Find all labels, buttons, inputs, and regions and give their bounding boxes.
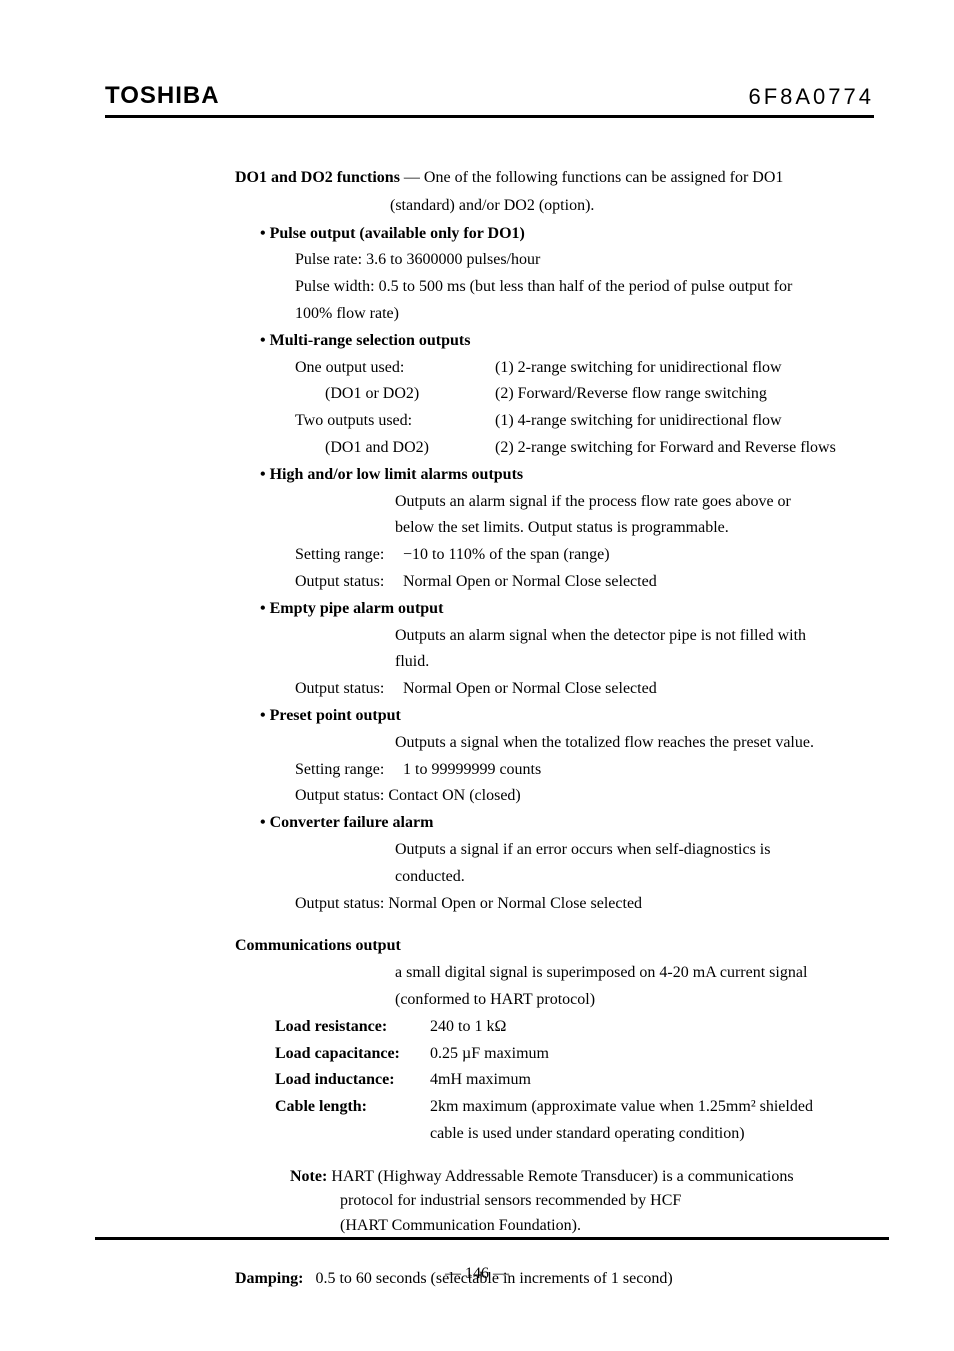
multi-r2-left: (DO1 or DO2)	[325, 382, 495, 407]
do-functions-title: DO1 and DO2 functions	[235, 169, 400, 186]
footer-rule	[95, 1237, 889, 1240]
multi-row-2: (DO1 or DO2) (2) Forward/Reverse flow ra…	[235, 382, 864, 407]
multi-r1-right: (1) 2-range switching for unidirectional…	[495, 356, 864, 381]
comm-desc1: a small digital signal is superimposed o…	[235, 961, 864, 986]
comm-lr-value: 240 to 1 kΩ	[430, 1015, 864, 1040]
preset-output: Output status: Contact ON (closed)	[235, 784, 864, 809]
converter-output: Output status: Normal Open or Normal Clo…	[235, 892, 864, 917]
do-functions-text: — One of the following functions can be …	[400, 169, 783, 186]
multi-r3-right: (1) 4-range switching for unidirectional…	[495, 409, 864, 434]
comm-lc-label: Load capacitance:	[275, 1042, 430, 1067]
high-output-value: Normal Open or Normal Close selected	[403, 570, 864, 595]
empty-output: Output status: Normal Open or Normal Clo…	[235, 677, 864, 702]
high-output-label: Output status:	[295, 570, 403, 595]
comm-li-label: Load inductance:	[275, 1068, 430, 1093]
comm-cable-length-cont: cable is used under standard operating c…	[235, 1122, 864, 1147]
hart-note-2: protocol for industrial sensors recommen…	[235, 1189, 864, 1214]
comm-cl-spacer	[275, 1122, 430, 1147]
doc-code: 6F8A0774	[748, 84, 874, 110]
high-desc2: below the set limits. Output status is p…	[235, 516, 864, 541]
converter-desc2: conducted.	[235, 865, 864, 890]
hart-note-1: Note: HART (Highway Addressable Remote T…	[235, 1165, 864, 1190]
comm-cable-length: Cable length: 2km maximum (approximate v…	[235, 1095, 864, 1120]
pulse-width: Pulse width: 0.5 to 500 ms (but less tha…	[235, 275, 864, 300]
preset-setting-label: Setting range:	[295, 758, 403, 783]
comm-load-inductance: Load inductance: 4mH maximum	[235, 1068, 864, 1093]
multi-r4-left: (DO1 and DO2)	[325, 436, 495, 461]
pulse-output-title: • Pulse output (available only for DO1)	[235, 222, 864, 247]
comm-cl-value: 2km maximum (approximate value when 1.25…	[430, 1095, 864, 1120]
high-low-title: • High and/or low limit alarms outputs	[235, 463, 864, 488]
high-desc1: Outputs an alarm signal if the process f…	[235, 490, 864, 515]
header-rule	[105, 115, 874, 118]
high-output: Output status: Normal Open or Normal Clo…	[235, 570, 864, 595]
do-functions-intro: DO1 and DO2 functions — One of the follo…	[235, 166, 864, 191]
converter-desc1: Outputs a signal if an error occurs when…	[235, 838, 864, 863]
pulse-rate: Pulse rate: 3.6 to 3600000 pulses/hour	[235, 248, 864, 273]
comm-cl-value2: cable is used under standard operating c…	[430, 1122, 864, 1147]
high-setting: Setting range: −10 to 110% of the span (…	[235, 543, 864, 568]
page-number: — 146 —	[0, 1265, 954, 1283]
preset-desc: Outputs a signal when the totalized flow…	[235, 731, 864, 756]
multi-row-3: Two outputs used: (1) 4-range switching …	[235, 409, 864, 434]
comm-desc2: (conformed to HART protocol)	[235, 988, 864, 1013]
comm-output-title: Communications output	[235, 934, 864, 959]
comm-load-capacitance: Load capacitance: 0.25 µF maximum	[235, 1042, 864, 1067]
hart-note-3: (HART Communication Foundation).	[235, 1214, 864, 1239]
preset-setting: Setting range: 1 to 99999999 counts	[235, 758, 864, 783]
comm-lc-value: 0.25 µF maximum	[430, 1042, 864, 1067]
empty-pipe-title: • Empty pipe alarm output	[235, 597, 864, 622]
hart-note-text1: HART (Highway Addressable Remote Transdu…	[331, 1168, 793, 1185]
multi-r4-right: (2) 2-range switching for Forward and Re…	[495, 436, 864, 461]
multi-r3-left: Two outputs used:	[295, 409, 495, 434]
do-functions-cont: (standard) and/or DO2 (option).	[235, 194, 864, 219]
comm-li-value: 4mH maximum	[430, 1068, 864, 1093]
multi-r2-right: (2) Forward/Reverse flow range switching	[495, 382, 864, 407]
multi-row-1: One output used: (1) 2-range switching f…	[235, 356, 864, 381]
high-setting-value: −10 to 110% of the span (range)	[403, 543, 864, 568]
page-header: TOSHIBA 6F8A0774	[105, 82, 874, 110]
multi-range-title: • Multi-range selection outputs	[235, 329, 864, 354]
empty-desc1: Outputs an alarm signal when the detecto…	[235, 624, 864, 649]
preset-setting-value: 1 to 99999999 counts	[403, 758, 864, 783]
content-body: DO1 and DO2 functions — One of the follo…	[105, 166, 874, 1292]
high-setting-label: Setting range:	[295, 543, 403, 568]
multi-r1-left: One output used:	[295, 356, 495, 381]
empty-output-value: Normal Open or Normal Close selected	[403, 677, 864, 702]
brand-logo: TOSHIBA	[105, 82, 220, 110]
empty-desc2: fluid.	[235, 650, 864, 675]
comm-lr-label: Load resistance:	[275, 1015, 430, 1040]
comm-cl-label: Cable length:	[275, 1095, 430, 1120]
pulse-width-cont: 100% flow rate)	[235, 302, 864, 327]
multi-row-4: (DO1 and DO2) (2) 2-range switching for …	[235, 436, 864, 461]
converter-title: • Converter failure alarm	[235, 811, 864, 836]
comm-load-resistance: Load resistance: 240 to 1 kΩ	[235, 1015, 864, 1040]
preset-title: • Preset point output	[235, 704, 864, 729]
empty-output-label: Output status:	[295, 677, 403, 702]
